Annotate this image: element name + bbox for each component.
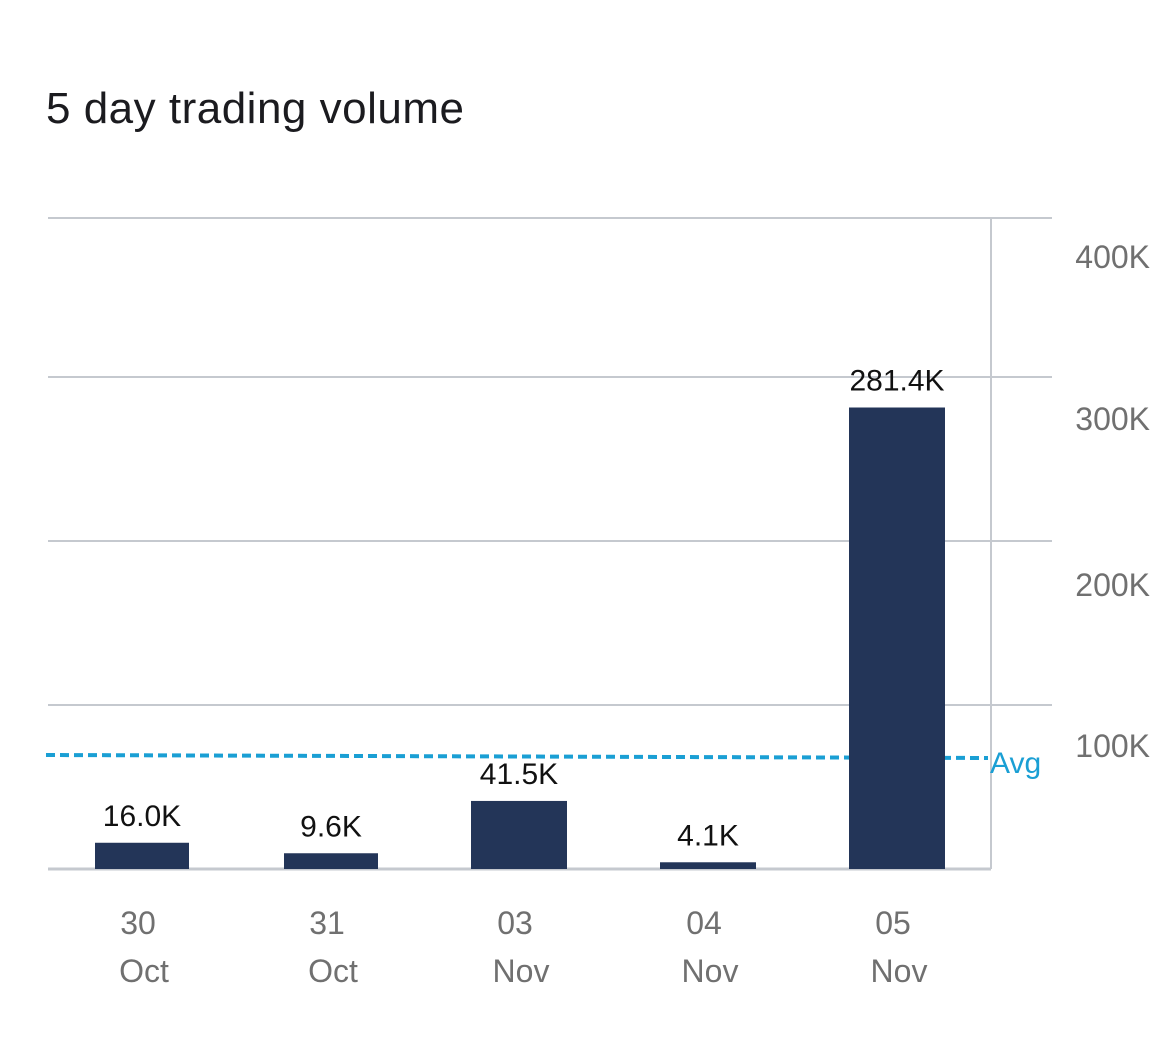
y-tick-label: 400K (1075, 239, 1150, 275)
bar-03 (471, 800, 567, 869)
data-label: 9.6K (300, 810, 362, 843)
y-axis-ticks: 100K 200K 300K 400K (1075, 239, 1150, 764)
x-tick-day: 04 (686, 905, 722, 941)
chart-title: 5 day trading volume (46, 84, 465, 133)
data-label: 16.0K (103, 800, 181, 833)
bar-04 (660, 862, 756, 869)
average-line (45, 753, 989, 760)
y-tick-label: 200K (1075, 567, 1150, 603)
x-tick-month: Oct (308, 953, 358, 989)
x-tick-month: Nov (493, 953, 550, 989)
x-tick-month: Nov (871, 953, 928, 989)
x-tick-day: 05 (875, 905, 911, 941)
data-label: 4.1K (677, 819, 739, 852)
x-axis-ticks: 30 Oct 31 Oct 03 Nov 04 Nov 05 Nov (119, 905, 927, 989)
y-tick-label: 100K (1075, 728, 1150, 764)
bar-31 (284, 853, 378, 869)
y-tick-label: 300K (1075, 401, 1150, 437)
bars (95, 407, 945, 869)
bar-30 (95, 842, 189, 869)
data-label: 281.4K (849, 365, 944, 398)
x-tick-month: Oct (119, 953, 169, 989)
x-tick-day: 03 (497, 905, 533, 941)
average-label: Avg (990, 747, 1041, 780)
average-line-group: Avg (45, 747, 1041, 780)
x-tick-day: 31 (309, 905, 345, 941)
gridlines (48, 217, 1052, 871)
x-tick-month: Nov (682, 953, 739, 989)
bar-05 (849, 407, 945, 869)
data-labels: 16.0K 9.6K 41.5K 4.1K 281.4K (103, 365, 945, 853)
x-tick-day: 30 (120, 905, 156, 941)
data-label: 41.5K (480, 758, 558, 791)
